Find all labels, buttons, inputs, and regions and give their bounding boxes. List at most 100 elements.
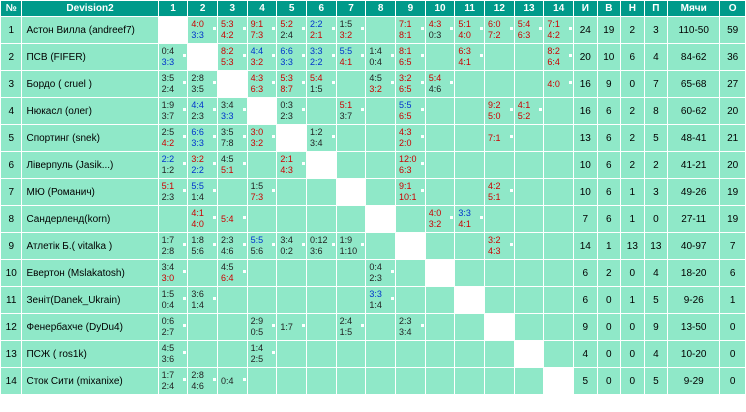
match-cell: 8:2 6:4 (544, 44, 574, 70)
row-number: 5 (1, 125, 22, 151)
team-name[interactable]: Нюкасл (олег) (22, 98, 158, 124)
match-cell (277, 368, 306, 394)
match-marker (302, 324, 305, 327)
match-marker (212, 216, 216, 219)
team-name[interactable]: Спортинг (snek) (22, 125, 158, 151)
home-score: 9:1 (250, 19, 264, 29)
match-cell: 3:4 0:2 (277, 233, 306, 259)
header-col-2: 2 (188, 1, 217, 16)
match-cell (307, 179, 336, 205)
home-score: 2:4 (339, 316, 353, 326)
match-marker (539, 27, 543, 30)
match-marker (331, 27, 335, 30)
away-score: 2:2 (191, 165, 204, 175)
match-cell (307, 260, 336, 286)
match-cell: 0:12 3:6 (307, 233, 336, 259)
match-cell (485, 287, 514, 313)
team-name[interactable]: Фенербахче (DyDu4) (22, 314, 158, 340)
stat-points: 59 (720, 17, 745, 43)
match-cell (307, 341, 336, 367)
home-score: 1:7 (161, 235, 175, 245)
away-score: 3:2 (250, 138, 264, 148)
match-cell: 9:2 5:0 (485, 98, 514, 124)
stat-wins: 6 (597, 98, 621, 124)
row-number: 1 (1, 17, 22, 43)
stat-games: 10 (574, 152, 597, 178)
match-cell (396, 287, 425, 313)
away-score: 3:3 (161, 57, 175, 67)
diagonal-cell (396, 233, 425, 259)
team-name[interactable]: Сток Сити (mixanixe) (22, 368, 158, 394)
home-score: 5:5 (191, 181, 204, 191)
match-cell: 7:1 (485, 125, 514, 151)
diagonal-cell (485, 314, 514, 340)
match-marker (361, 27, 365, 30)
away-score: 5:0 (488, 111, 501, 121)
stat-games: 16 (574, 71, 597, 97)
away-score: 3:5 (191, 84, 204, 94)
team-row: 3 Бордо ( cruel ) 3:5 2:4 2:8 3:5 4:3 6:3 5:3 8:7… (1, 71, 745, 97)
match-marker (420, 324, 424, 327)
stat-points: 27 (720, 71, 745, 97)
away-score: 2:3 (161, 192, 175, 202)
match-marker (361, 324, 365, 327)
row-number: 9 (1, 233, 22, 259)
home-score: 5:4 (517, 19, 531, 29)
home-score: 1:4 (250, 343, 264, 353)
match-cell (514, 44, 544, 70)
match-cell: 7:1 4:2 (544, 17, 574, 43)
match-marker (420, 135, 424, 138)
stat-points: 19 (720, 206, 745, 232)
stat-losses: 8 (644, 98, 668, 124)
team-name[interactable]: Астон Вилла (andreef7) (22, 17, 158, 43)
home-score: 9:1 (399, 181, 412, 191)
home-score: 4:5 (220, 154, 234, 164)
team-name[interactable]: Атлетік Б.( vitalka ) (22, 233, 158, 259)
away-score: 1:10 (339, 246, 358, 256)
match-marker (183, 270, 187, 273)
team-name[interactable]: ПСЖ ( ros1k) (22, 341, 158, 367)
match-marker (331, 81, 335, 84)
home-score: 4:1 (517, 100, 531, 110)
stat-wins: 2 (597, 260, 621, 286)
team-name[interactable]: МЮ (Романич) (22, 179, 158, 205)
home-score: 8:2 (547, 46, 560, 56)
match-cell (485, 71, 514, 97)
match-cell: 5:4 (217, 206, 247, 232)
stat-wins: 19 (597, 17, 621, 43)
match-cell (544, 233, 574, 259)
row-number: 7 (1, 179, 22, 205)
home-score: 8:1 (399, 46, 412, 56)
team-name[interactable]: Бордо ( cruel ) (22, 71, 158, 97)
match-cell (544, 341, 574, 367)
header-row: № Devision2 1 2 3 4 5 6 7 8 9 10 11 12 13 14 И В Н П Мячи О (1, 1, 745, 16)
team-name[interactable]: Евертон (Mslakatosh) (22, 260, 158, 286)
stat-goals: 49-26 (668, 179, 720, 205)
stat-losses: 0 (644, 206, 668, 232)
team-name[interactable]: Зеніт(Danek_Ukrain) (22, 287, 158, 313)
match-cell: 5:4 6:3 (514, 17, 544, 43)
match-cell (307, 314, 336, 340)
match-marker (183, 243, 187, 246)
team-name[interactable]: ПСВ (FIFER) (22, 44, 158, 70)
match-cell (544, 206, 574, 232)
away-score: 4:1 (458, 57, 471, 67)
stat-games: 24 (574, 17, 597, 43)
away-score: 6:4 (220, 273, 234, 283)
stat-losses: 5 (644, 125, 668, 151)
team-name[interactable]: Ліверпуль (Jasik...) (22, 152, 158, 178)
match-cell: 3:4 3:3 (217, 98, 247, 124)
match-cell: 4:4 2:3 (188, 98, 217, 124)
match-cell: 2:4 1:5 (336, 314, 366, 340)
match-cell: 1:5 0:4 (158, 287, 188, 313)
team-row: 2 ПСВ (FIFER) 0:4 3:3 8:2 5:3 4:4 3:2 6:6 3:3 3:3 2… (1, 44, 745, 70)
match-cell (485, 368, 514, 394)
match-cell: 4:5 3:6 (158, 341, 188, 367)
team-name[interactable]: Сандерленд(korn) (22, 206, 158, 232)
match-cell: 2:3 4:6 (217, 233, 247, 259)
match-cell (425, 287, 455, 313)
match-marker (272, 243, 276, 246)
match-cell (455, 233, 485, 259)
match-cell: 4:5 5:1 (217, 152, 247, 178)
match-cell (455, 98, 485, 124)
